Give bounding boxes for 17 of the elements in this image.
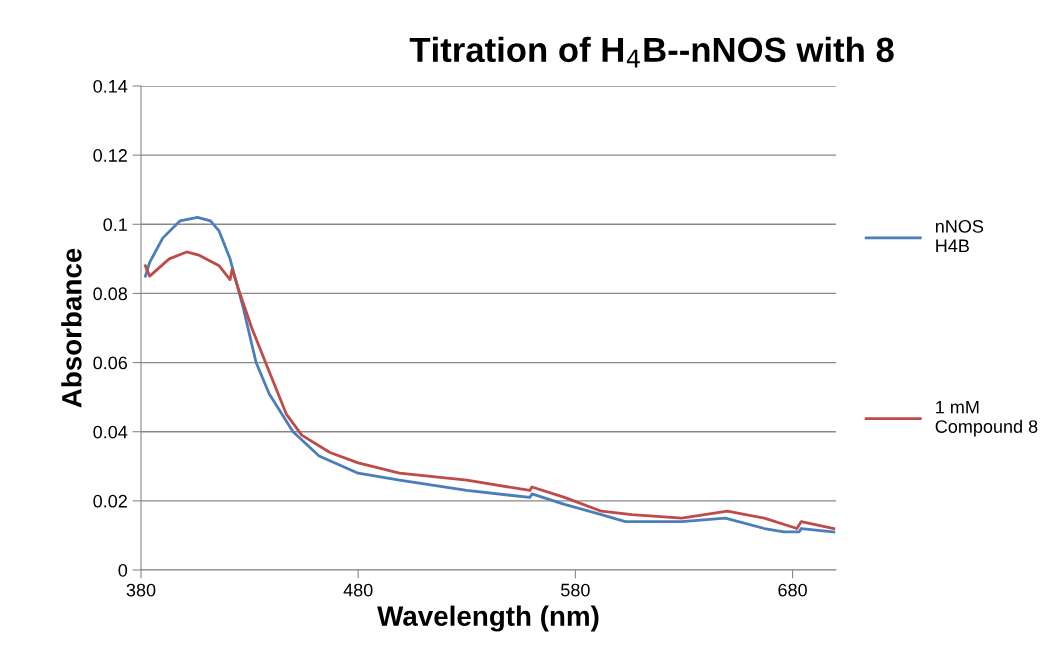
y-axis-title: Absorbance	[61, 248, 82, 408]
y-tick-label: 0	[118, 563, 128, 577]
x-tick-label: 680	[778, 583, 807, 597]
y-tick-label: 0.12	[93, 149, 127, 162]
x-tick-label: 580	[561, 583, 590, 597]
x-tick-label: 380	[126, 583, 156, 597]
legend-label: nNOS H4B	[935, 219, 984, 253]
chart-title: Titration of H$_{4}$B--nNOS with 8	[409, 36, 894, 68]
y-tick-label: 0.04	[93, 425, 128, 439]
legend-label: 1 mM Compound 8	[935, 400, 1038, 437]
x-axis-title: Wavelength (nm)	[377, 605, 599, 632]
x-tick-label: 480	[343, 583, 373, 597]
y-tick-label: 0.06	[93, 356, 128, 370]
y-tick-label: 0.02	[93, 494, 127, 508]
y-tick-label: 0.14	[93, 79, 128, 93]
y-tick-label: 0.08	[93, 287, 128, 301]
y-tick-label: 0.1	[103, 218, 127, 232]
